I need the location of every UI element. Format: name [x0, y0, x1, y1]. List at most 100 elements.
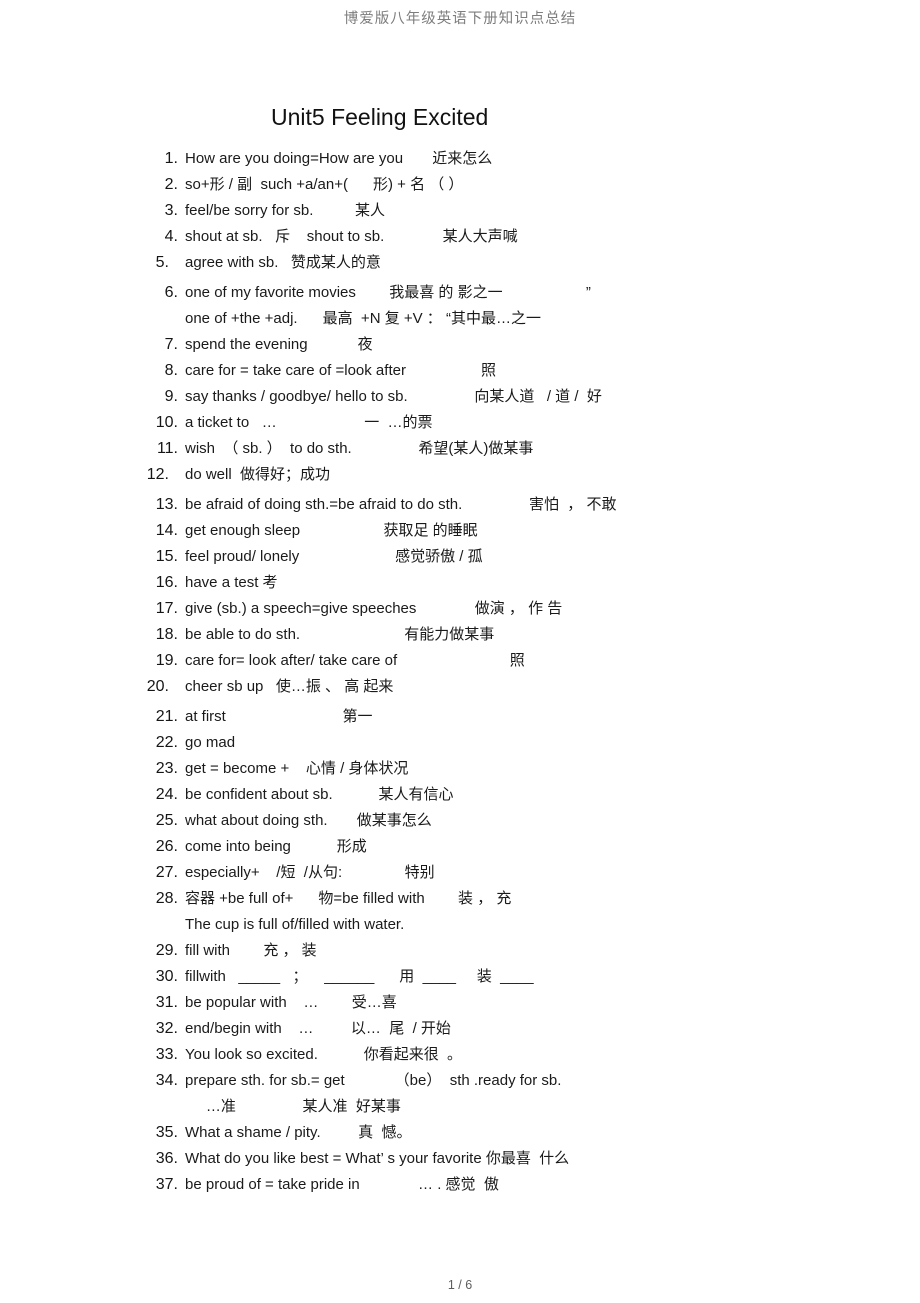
item-text: a ticket to … 一 …的票: [185, 410, 433, 436]
item-number: 6.: [164, 284, 178, 301]
list-item: 26. come into being 形成: [142, 834, 872, 860]
item-number: 17.: [155, 600, 178, 617]
item-number: 1.: [164, 150, 178, 167]
item-text-line: What a shame / pity. 真 憾。: [185, 1124, 412, 1141]
item-text: go mad: [185, 730, 235, 756]
item-number: 24.: [155, 786, 178, 803]
item-number: 37.: [155, 1176, 178, 1193]
list-item: 30. fillwith _____ ； ______ 用 ____ 装 ____: [142, 964, 872, 990]
item-text-line: feel/be sorry for sb. 某人: [185, 202, 386, 219]
item-number: 29.: [155, 942, 178, 959]
item-text: have a test 考: [185, 570, 278, 596]
list-item: 5. agree with sb. 赞成某人的意: [142, 250, 872, 276]
item-text: so+形 / 副 such +a/an+( 形) + 名 （ ）: [185, 172, 463, 198]
item-text: How are you doing=How are you 近来怎么: [185, 146, 492, 172]
item-number: 12.: [146, 466, 169, 483]
list-item: 14. get enough sleep 获取足 的睡眠: [142, 518, 872, 544]
item-number: 32.: [155, 1020, 178, 1037]
list-item: 36. What do you like best = What’ s your …: [142, 1146, 872, 1172]
item-text-line: wish （ sb. ） to do sth. 希望(某人)做某事: [185, 440, 534, 457]
item-text-line: be confident about sb. 某人有信心: [185, 786, 454, 803]
list-item: 4. shout at sb. 斥 shout to sb. 某人大声喊: [142, 224, 872, 250]
item-number: 15.: [155, 548, 178, 565]
item-text-line: at first 第一: [185, 708, 373, 725]
item-text-line: 容器 +be full of+ 物=be filled with 装 ， 充: [185, 890, 512, 907]
item-text-line: fillwith _____ ； ______ 用 ____ 装 ____: [185, 968, 534, 985]
list-item: 27. especially+ /短 /从句: 特别: [142, 860, 872, 886]
item-text-line: get = become + 心情 / 身体状况: [185, 760, 409, 777]
item-text-line: cheer sb up 使…振 、 高 起来: [185, 678, 394, 695]
item-number: 14.: [155, 522, 178, 539]
item-text-line: a ticket to … 一 …的票: [185, 414, 433, 431]
item-number: 28.: [155, 890, 178, 907]
item-number: 33.: [155, 1046, 178, 1063]
item-text: 容器 +be full of+ 物=be filled with 装 ， 充 Th…: [185, 886, 511, 938]
list-item: 33. You look so excited. 你看起来很 。: [142, 1042, 872, 1068]
list-item: 29. fill with 充 ， 装: [142, 938, 872, 964]
list-item: 12. do well 做得好；成功: [142, 462, 872, 488]
document-header: 博爱版八年级英语下册知识点总结: [343, 11, 577, 27]
item-text-line: do well 做得好；成功: [185, 466, 331, 483]
item-text: prepare sth. for sb.= get （be） sth .read…: [185, 1068, 561, 1120]
item-text-line: so+形 / 副 such +a/an+( 形) + 名 （ ）: [185, 176, 464, 193]
item-text: be proud of = take pride in … . 感觉 傲: [185, 1172, 499, 1198]
item-number: 13.: [155, 496, 178, 513]
item-text: What a shame / pity. 真 憾。: [185, 1120, 411, 1146]
list-item: 19. care for= look after/ take care of 照: [142, 648, 872, 674]
item-text-line: what about doing sth. 做某事怎么: [185, 812, 432, 829]
item-text: come into being 形成: [185, 834, 367, 860]
item-text-line: …准 某人准 好某事: [185, 1098, 401, 1115]
item-text: one of my favorite movies 我最喜 的 影之一 ” one…: [185, 280, 591, 332]
item-text: do well 做得好；成功: [185, 462, 330, 488]
item-text: be afraid of doing sth.=be afraid to do …: [185, 492, 616, 518]
item-text-line: agree with sb. 赞成某人的意: [185, 254, 381, 271]
item-text-line: be popular with … 受…喜: [185, 994, 397, 1011]
item-text-line: one of my favorite movies 我最喜 的 影之一 ”: [185, 284, 591, 301]
list-item: 10. a ticket to … 一 …的票: [142, 410, 872, 436]
item-number: 9.: [164, 388, 178, 405]
item-text: say thanks / goodbye/ hello to sb. 向某人道 …: [185, 384, 602, 410]
item-number: 36.: [155, 1150, 178, 1167]
item-number: 11.: [156, 440, 178, 457]
page-title: Unit5 Feeling Excited: [271, 104, 489, 130]
item-text-line: shout at sb. 斥 shout to sb. 某人大声喊: [185, 228, 518, 245]
item-text: care for = take care of =look after 照: [185, 358, 496, 384]
item-number: 34.: [155, 1072, 178, 1089]
list-item: 35. What a shame / pity. 真 憾。: [142, 1120, 872, 1146]
list-item: 11. wish （ sb. ） to do sth. 希望(某人)做某事: [142, 436, 872, 462]
item-number: 20.: [146, 678, 169, 695]
item-text-line: end/begin with … 以… 尾 / 开始: [185, 1020, 451, 1037]
item-number: 27.: [155, 864, 178, 881]
list-item: 1. How are you doing=How are you 近来怎么: [142, 146, 872, 172]
item-number: 10.: [155, 414, 178, 431]
item-text-line: fill with 充 ， 装: [185, 942, 317, 959]
list-item: 23. get = become + 心情 / 身体状况: [142, 756, 872, 782]
list-item: 3. feel/be sorry for sb. 某人: [142, 198, 872, 224]
item-number: 26.: [155, 838, 178, 855]
item-text: What do you like best = What’ s your fav…: [185, 1146, 569, 1172]
item-text: fillwith _____ ； ______ 用 ____ 装 ____: [185, 964, 534, 990]
item-text-line: one of +the +adj. 最高 +N 复 +V ： “其中最…之一: [185, 310, 541, 327]
item-text-line: be proud of = take pride in … . 感觉 傲: [185, 1176, 499, 1193]
item-text: give (sb.) a speech=give speeches 做演 ， 作…: [185, 596, 562, 622]
list-item: 24. be confident about sb. 某人有信心: [142, 782, 872, 808]
list-item: 6. one of my favorite movies 我最喜 的 影之一 ” o…: [142, 280, 872, 332]
phrase-list: 1. How are you doing=How are you 近来怎么 2. so…: [142, 146, 872, 1198]
list-item: 20. cheer sb up 使…振 、 高 起来: [142, 674, 872, 700]
item-number: 23.: [155, 760, 178, 777]
item-text: what about doing sth. 做某事怎么: [185, 808, 432, 834]
list-item: 18. be able to do sth. 有能力做某事: [142, 622, 872, 648]
item-text: be able to do sth. 有能力做某事: [185, 622, 494, 648]
page-number: 1 / 6: [447, 1278, 473, 1292]
list-item: 28. 容器 +be full of+ 物=be filled with 装 ， …: [142, 886, 872, 938]
list-item: 37. be proud of = take pride in … . 感觉 傲: [142, 1172, 872, 1198]
item-text: at first 第一: [185, 704, 373, 730]
item-text-line: be able to do sth. 有能力做某事: [185, 626, 495, 643]
list-item: 25. what about doing sth. 做某事怎么: [142, 808, 872, 834]
item-text-line: go mad: [185, 734, 236, 751]
item-number: 21.: [155, 708, 178, 725]
item-number: 22.: [155, 734, 178, 751]
item-text: spend the evening 夜: [185, 332, 373, 358]
item-number: 8.: [164, 362, 178, 379]
list-item: 7. spend the evening 夜: [142, 332, 872, 358]
